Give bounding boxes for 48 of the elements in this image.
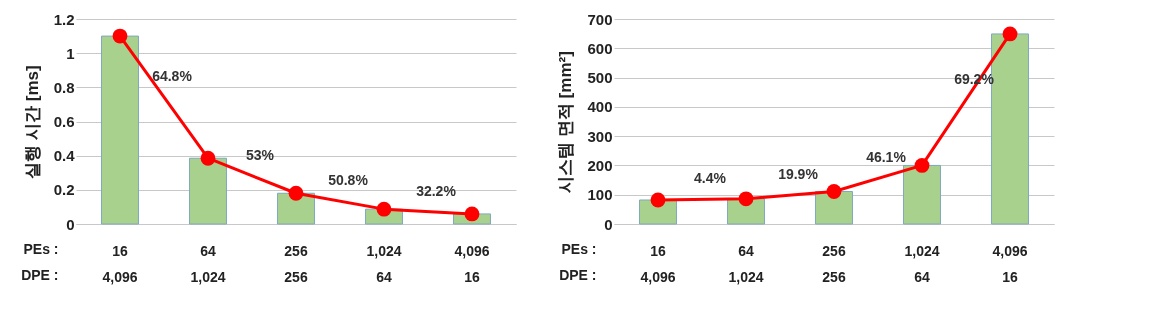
- bar: [903, 164, 941, 225]
- annotation: 32.2%: [416, 182, 457, 199]
- x-tick-label: 16 4,096: [640, 242, 676, 285]
- point: [288, 185, 304, 201]
- annotation: 46.1%: [866, 149, 907, 166]
- annotation: 50.8%: [328, 172, 369, 189]
- point: [650, 192, 666, 208]
- bar: [189, 157, 227, 225]
- y-tick-label: 0.2: [53, 181, 75, 199]
- x-tick-label: 256 256: [284, 242, 308, 285]
- y-tick-label: 700: [587, 10, 613, 28]
- y-tick-label: 200: [587, 156, 613, 174]
- point: [826, 184, 842, 199]
- annotation: 4.4%: [694, 170, 727, 187]
- y-tick-label: 0: [604, 215, 613, 233]
- y-tick-label: 0.8: [53, 78, 75, 96]
- annotation: 53%: [245, 146, 275, 163]
- x-tick-label: 64 1,024: [190, 242, 226, 285]
- annotation: 64.8%: [152, 68, 193, 85]
- y-tick-label: 0.6: [53, 113, 75, 130]
- y-tick-label: 100: [587, 186, 613, 204]
- x-axis-title: PEs : DPE :: [559, 240, 597, 283]
- y-tick-label: 500: [587, 69, 613, 87]
- point: [112, 28, 128, 44]
- x-tick-label: 256 256: [822, 242, 846, 285]
- y-tick-label: 0.4: [53, 147, 76, 165]
- point: [738, 191, 754, 207]
- x-tick-label: 1,024 64: [366, 242, 402, 285]
- point: [464, 206, 480, 222]
- y-tick-label: 1: [66, 44, 75, 62]
- x-tick-label: 64 1,024: [728, 242, 764, 285]
- point: [914, 158, 930, 173]
- y-tick-label: 1.2: [53, 10, 75, 28]
- x-tick-label: 4,096 16: [454, 242, 490, 285]
- y-axis-title: 시스템 면적 [mm²]: [556, 51, 576, 193]
- x-tick-label: 1,024 64: [904, 242, 940, 285]
- x-axis-title: PEs : DPE :: [21, 240, 59, 283]
- x-tick-label: 16 4,096: [102, 242, 138, 285]
- y-tick-label: 400: [587, 98, 613, 116]
- x-tick-label: 4,096 16: [992, 242, 1028, 285]
- y-tick-label: 0: [66, 215, 75, 233]
- bar: [101, 35, 139, 225]
- y-tick-label: 600: [587, 39, 613, 57]
- point: [1002, 26, 1018, 42]
- annotation: 19.9%: [778, 166, 819, 183]
- y-axis-title: 실행 시간 [ms]: [22, 65, 42, 179]
- y-tick-label: 300: [587, 127, 613, 145]
- point: [200, 150, 216, 166]
